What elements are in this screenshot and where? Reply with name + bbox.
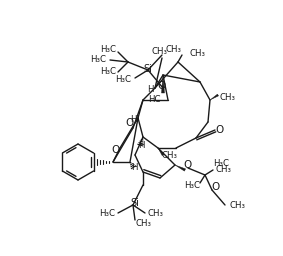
Text: CH₃: CH₃ bbox=[136, 219, 152, 228]
Polygon shape bbox=[162, 75, 164, 93]
Text: H: H bbox=[147, 86, 153, 94]
Text: H: H bbox=[131, 163, 137, 172]
Text: Si: Si bbox=[130, 198, 140, 208]
Text: CH₃: CH₃ bbox=[220, 92, 236, 101]
Text: CH₃: CH₃ bbox=[229, 200, 245, 209]
Text: H₃C: H₃C bbox=[99, 208, 115, 218]
Text: Si: Si bbox=[143, 64, 153, 74]
Polygon shape bbox=[210, 94, 218, 100]
Polygon shape bbox=[175, 165, 186, 171]
Text: O: O bbox=[184, 160, 192, 170]
Text: CH₃: CH₃ bbox=[189, 48, 205, 58]
Text: CH₃: CH₃ bbox=[215, 165, 231, 175]
Text: H₃C: H₃C bbox=[184, 180, 200, 189]
Text: CH₃: CH₃ bbox=[165, 46, 181, 55]
Text: H₃C: H₃C bbox=[213, 158, 229, 167]
Polygon shape bbox=[158, 148, 164, 156]
Text: O: O bbox=[211, 182, 219, 192]
Text: O: O bbox=[125, 118, 133, 128]
Text: H₃C: H₃C bbox=[100, 68, 116, 77]
Text: CH₃: CH₃ bbox=[152, 48, 168, 57]
Text: CH₃: CH₃ bbox=[161, 152, 177, 161]
Text: H₃C: H₃C bbox=[100, 46, 116, 55]
Text: O: O bbox=[111, 145, 119, 155]
Text: H: H bbox=[130, 115, 136, 124]
Text: O: O bbox=[157, 81, 165, 91]
Text: H: H bbox=[138, 141, 144, 150]
Text: O: O bbox=[216, 125, 224, 135]
Text: H₃C: H₃C bbox=[115, 76, 131, 84]
Text: HC: HC bbox=[149, 95, 161, 104]
Text: H₃C: H₃C bbox=[90, 56, 106, 65]
Text: CH₃: CH₃ bbox=[147, 208, 163, 218]
